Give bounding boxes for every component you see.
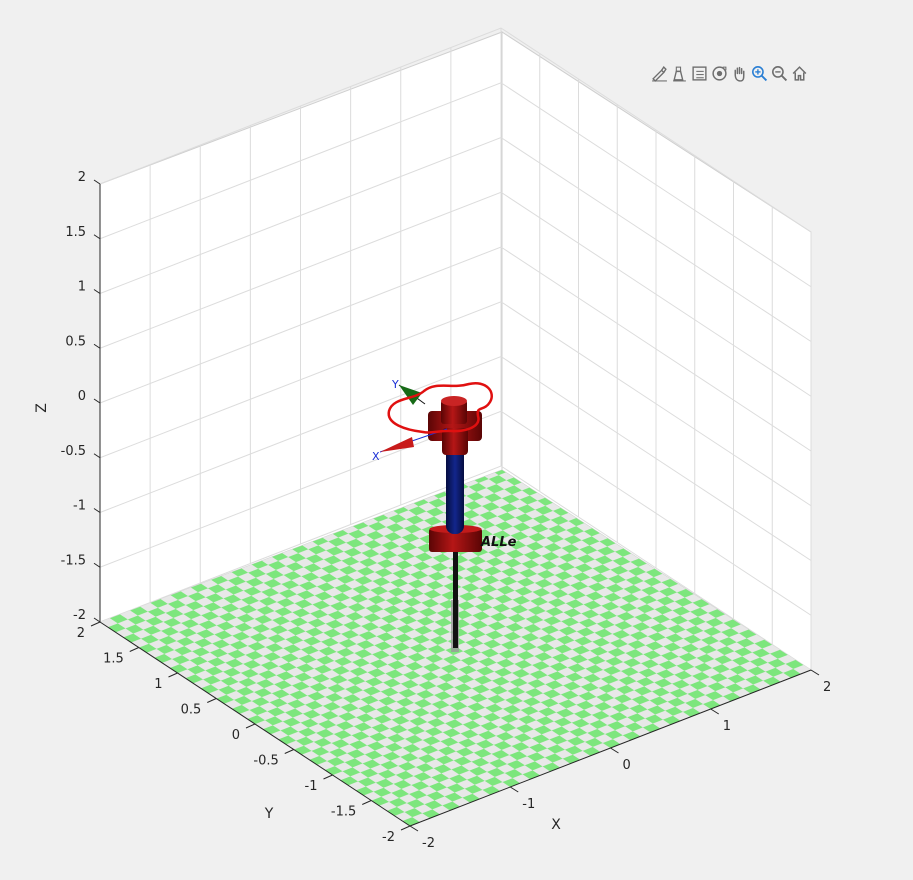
rotate-3d-button[interactable] xyxy=(709,63,729,83)
shoulder-hub xyxy=(442,428,468,455)
brush-icon xyxy=(651,65,667,82)
y-axis-label: Y xyxy=(264,806,274,822)
robot-name-label: ALLe xyxy=(480,535,517,550)
data-tips-icon xyxy=(672,66,686,81)
z-tick-mark xyxy=(93,179,101,185)
z-tick-mark xyxy=(93,617,101,623)
z-tick-label: 1.5 xyxy=(65,225,86,240)
y-tick-label: 0.5 xyxy=(181,703,202,718)
checkerboard-floor xyxy=(100,470,811,826)
x-tick-mark xyxy=(710,708,720,715)
x-tick-label: 0 xyxy=(623,758,631,773)
data-tips-button[interactable] xyxy=(669,63,689,83)
y-tick-label: -1 xyxy=(305,779,318,794)
z-axis-label: Z xyxy=(34,403,50,413)
top-joint-cap xyxy=(441,396,467,406)
robot-model: X Y ALLe xyxy=(372,378,517,652)
axes-toolbar xyxy=(649,63,809,83)
x-tick-label: -1 xyxy=(522,797,535,812)
frame-y-arrow xyxy=(399,385,422,405)
x-axis-ticks: -2 -1 0 1 2 xyxy=(409,669,831,851)
zoom-in-icon xyxy=(751,65,767,81)
frame-x-arrow xyxy=(380,437,414,452)
grid-lines xyxy=(99,27,812,671)
z-tick-mark xyxy=(93,562,101,568)
x-tick-label: -2 xyxy=(422,836,435,851)
zoom-out-button[interactable] xyxy=(769,63,789,83)
y-tick-mark xyxy=(284,749,294,754)
insert-legend-button[interactable] xyxy=(689,63,709,83)
x-tick-mark xyxy=(610,747,619,754)
z-tick-label: 1 xyxy=(78,280,86,295)
home-icon xyxy=(792,65,806,81)
y-tick-mark xyxy=(168,672,178,678)
z-tick-label: -2 xyxy=(73,608,86,623)
y-tick-mark xyxy=(129,647,139,652)
insert-legend-icon xyxy=(691,65,707,81)
y-tick-label: 1.5 xyxy=(103,652,124,667)
z-tick-label: -1 xyxy=(73,499,86,514)
zoom-in-button[interactable] xyxy=(749,63,769,83)
column-link xyxy=(446,446,464,534)
z-tick-mark xyxy=(93,343,101,349)
y-tick-mark xyxy=(323,774,333,780)
y-tick-label: 1 xyxy=(154,677,162,692)
z-tick-label: 2 xyxy=(78,170,86,185)
pan-hand-icon xyxy=(734,66,744,82)
y-tick-label: 0 xyxy=(232,728,240,743)
y-tick-label: -1.5 xyxy=(331,805,356,820)
z-tick-mark xyxy=(93,234,101,240)
brush-button[interactable] xyxy=(649,63,669,83)
z-tick-label: -1.5 xyxy=(61,553,86,568)
y-axis-ticks: 2 1.5 1 0.5 0 -0.5 -1 -1.5 -2 xyxy=(77,621,411,845)
x-axis-label: X xyxy=(551,817,561,833)
y-tick-label: -0.5 xyxy=(253,754,278,769)
x-tick-label: 2 xyxy=(823,680,831,695)
z-axis-ticks: 2 1.5 1 0.5 0 -0.5 -1 -1.5 -2 xyxy=(61,170,101,623)
y-tick-label: -2 xyxy=(382,830,395,845)
zoom-out-icon xyxy=(771,65,787,81)
z-tick-mark xyxy=(93,453,101,459)
y-tick-mark xyxy=(245,723,256,729)
y-tick-mark xyxy=(207,698,217,703)
base-link xyxy=(429,528,482,552)
z-tick-mark xyxy=(93,508,101,513)
x-tick-label: 1 xyxy=(723,719,731,734)
top-joint xyxy=(441,400,467,424)
frame-x-label: X xyxy=(372,450,380,463)
z-tick-label: 0 xyxy=(78,389,86,404)
y-tick-mark xyxy=(362,800,372,805)
base-pole xyxy=(453,548,458,648)
x-tick-mark xyxy=(409,825,419,832)
z-tick-mark xyxy=(93,289,101,294)
trajectory-path xyxy=(387,381,493,434)
y-tick-label: 2 xyxy=(77,626,85,641)
rotate-3d-icon xyxy=(711,65,727,81)
z-tick-mark xyxy=(93,398,101,404)
y-tick-mark xyxy=(400,825,411,831)
frame-y-label: Y xyxy=(391,378,399,391)
home-button[interactable] xyxy=(789,63,809,83)
x-tick-mark xyxy=(509,786,519,793)
z-tick-label: -0.5 xyxy=(61,444,86,459)
x-tick-mark xyxy=(810,669,820,676)
y-tick-mark xyxy=(90,621,101,627)
pan-button[interactable] xyxy=(729,63,749,83)
z-tick-label: 0.5 xyxy=(65,334,86,349)
